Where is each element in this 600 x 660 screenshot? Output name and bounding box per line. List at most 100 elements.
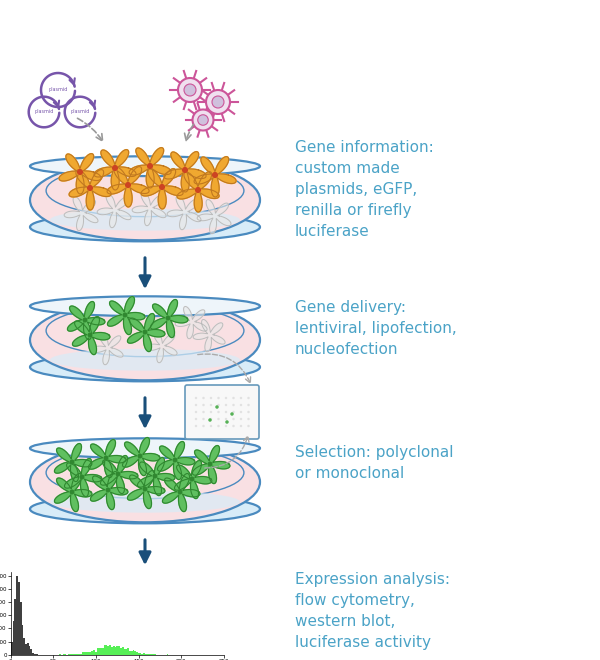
Ellipse shape <box>50 209 240 231</box>
Polygon shape <box>73 317 110 354</box>
Ellipse shape <box>225 420 229 424</box>
Ellipse shape <box>112 165 118 171</box>
Polygon shape <box>164 152 206 192</box>
Text: plasmid: plasmid <box>49 88 68 92</box>
Ellipse shape <box>217 404 220 407</box>
Ellipse shape <box>240 425 242 427</box>
Polygon shape <box>157 442 195 480</box>
Text: Selection: polyclonal
or monoclonal: Selection: polyclonal or monoclonal <box>295 445 454 481</box>
Polygon shape <box>55 444 92 482</box>
Ellipse shape <box>217 397 220 399</box>
Ellipse shape <box>247 397 250 399</box>
Ellipse shape <box>30 213 260 242</box>
Ellipse shape <box>184 84 196 96</box>
Ellipse shape <box>232 411 235 413</box>
Ellipse shape <box>122 312 128 317</box>
Text: Gene information:
custom made
plasmids, eGFP,
renilla or firefly
luciferase: Gene information: custom made plasmids, … <box>295 140 434 239</box>
Ellipse shape <box>83 317 88 323</box>
Ellipse shape <box>208 461 212 467</box>
Polygon shape <box>193 319 225 352</box>
Polygon shape <box>177 172 219 212</box>
Ellipse shape <box>178 490 182 494</box>
Text: plasmid: plasmid <box>34 110 53 114</box>
Polygon shape <box>141 169 183 209</box>
FancyBboxPatch shape <box>185 385 259 439</box>
Ellipse shape <box>152 473 157 478</box>
Ellipse shape <box>247 404 250 407</box>
Text: Expression analysis:
flow cytometry,
western blot,
luciferase activity: Expression analysis: flow cytometry, wes… <box>295 572 450 650</box>
Polygon shape <box>67 302 105 340</box>
Ellipse shape <box>182 167 188 173</box>
Ellipse shape <box>215 405 219 409</box>
Ellipse shape <box>125 182 131 188</box>
Polygon shape <box>167 195 201 230</box>
Ellipse shape <box>202 418 205 420</box>
Polygon shape <box>129 148 171 188</box>
Ellipse shape <box>232 425 235 427</box>
Ellipse shape <box>46 164 244 216</box>
Polygon shape <box>137 457 175 496</box>
Ellipse shape <box>30 442 260 522</box>
Text: Gene delivery:
lentiviral, lipofection,
nucleofection: Gene delivery: lentiviral, lipofection, … <box>295 300 457 357</box>
Ellipse shape <box>115 471 121 477</box>
Ellipse shape <box>247 425 250 427</box>
Polygon shape <box>194 156 236 197</box>
Polygon shape <box>163 473 200 512</box>
Ellipse shape <box>166 315 170 321</box>
Ellipse shape <box>30 495 260 523</box>
Ellipse shape <box>30 160 260 240</box>
Polygon shape <box>197 199 231 234</box>
Ellipse shape <box>30 300 260 380</box>
Ellipse shape <box>210 425 212 427</box>
Ellipse shape <box>143 486 148 492</box>
Ellipse shape <box>195 404 197 407</box>
Ellipse shape <box>70 459 74 465</box>
Polygon shape <box>127 471 165 509</box>
Ellipse shape <box>247 418 250 420</box>
Ellipse shape <box>240 411 242 413</box>
Ellipse shape <box>202 404 205 407</box>
Ellipse shape <box>88 333 92 337</box>
Polygon shape <box>107 296 145 335</box>
Ellipse shape <box>50 491 240 513</box>
Polygon shape <box>94 150 136 190</box>
Polygon shape <box>145 331 177 363</box>
Ellipse shape <box>104 455 109 461</box>
Ellipse shape <box>230 412 234 416</box>
Ellipse shape <box>208 418 212 422</box>
Polygon shape <box>122 438 160 476</box>
Ellipse shape <box>30 438 260 458</box>
Ellipse shape <box>217 411 220 413</box>
Ellipse shape <box>30 296 260 316</box>
Ellipse shape <box>195 425 197 427</box>
Ellipse shape <box>225 397 227 399</box>
Ellipse shape <box>143 329 148 335</box>
Ellipse shape <box>30 156 260 176</box>
Ellipse shape <box>137 453 143 459</box>
Polygon shape <box>69 170 111 210</box>
Polygon shape <box>91 333 123 365</box>
Text: plasmid: plasmid <box>70 110 89 114</box>
Polygon shape <box>132 191 166 226</box>
Ellipse shape <box>159 184 165 190</box>
Ellipse shape <box>79 475 85 480</box>
Ellipse shape <box>206 90 230 114</box>
Ellipse shape <box>210 411 212 413</box>
Polygon shape <box>100 455 138 494</box>
Polygon shape <box>193 446 230 484</box>
Polygon shape <box>91 471 128 510</box>
Polygon shape <box>107 166 149 207</box>
Ellipse shape <box>46 305 244 356</box>
Ellipse shape <box>202 425 205 427</box>
Ellipse shape <box>195 187 201 193</box>
Ellipse shape <box>225 425 227 427</box>
Ellipse shape <box>173 457 178 463</box>
Ellipse shape <box>147 163 153 169</box>
Polygon shape <box>64 459 102 496</box>
Ellipse shape <box>30 352 260 381</box>
Ellipse shape <box>198 115 208 125</box>
Ellipse shape <box>240 404 242 407</box>
Ellipse shape <box>232 404 235 407</box>
Ellipse shape <box>106 488 110 492</box>
Ellipse shape <box>217 425 220 427</box>
